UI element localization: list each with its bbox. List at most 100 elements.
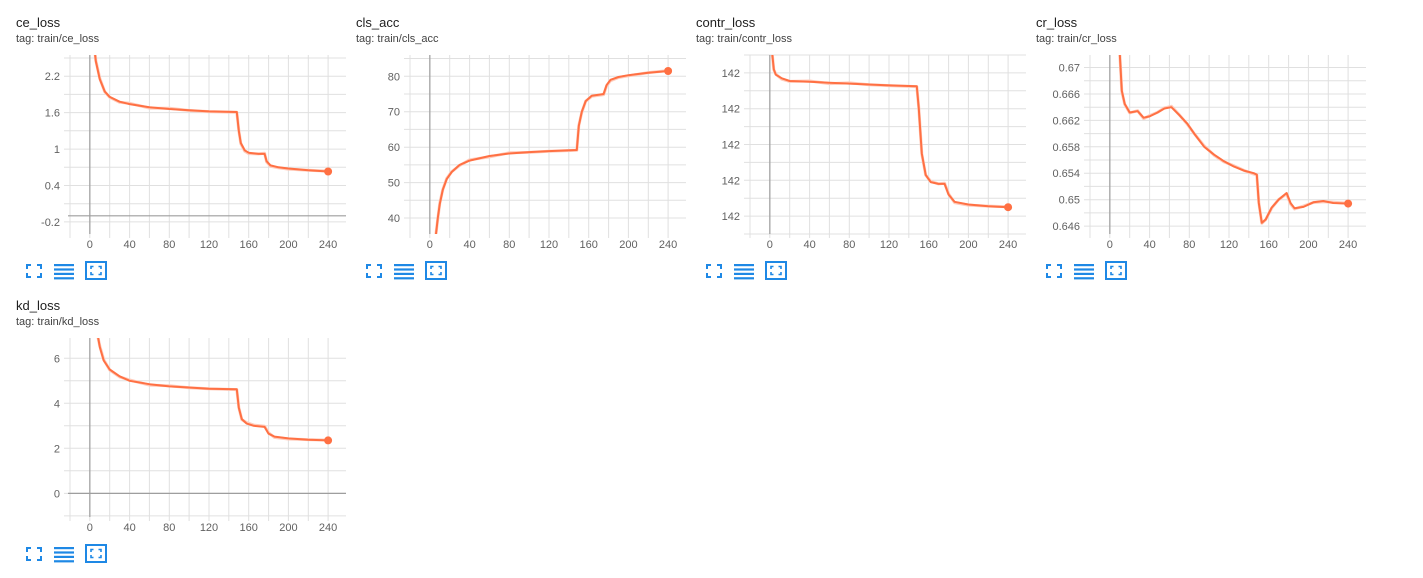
chart-title: contr_loss xyxy=(696,15,756,30)
line-chart-ce-loss[interactable]: 0 40 80 120 160 200 240 -0.2 0.4 1 1.6 2.2 xyxy=(16,49,351,263)
series-end-point xyxy=(1004,203,1013,212)
x-tick-label: 160 xyxy=(240,239,258,251)
y-tick-label: 142 xyxy=(722,140,740,152)
chart-title: cr_loss xyxy=(1036,15,1078,30)
x-tick-label: 120 xyxy=(1220,239,1238,251)
x-tick-label: 120 xyxy=(880,239,898,251)
toggle-y-log-icon xyxy=(54,547,74,563)
chart-title: ce_loss xyxy=(16,15,61,30)
fit-domain-button[interactable] xyxy=(85,544,107,564)
series-line xyxy=(94,55,330,173)
toggle-y-log-button[interactable] xyxy=(393,261,415,281)
x-tick-label: 40 xyxy=(123,239,135,251)
chart-card-cls-acc: cls_acc tag: train/cls_acc 0 40 80 120 160 20… xyxy=(356,15,691,295)
y-tick-label: -0.2 xyxy=(41,217,60,229)
chart-tag: tag: train/kd_loss xyxy=(16,316,100,328)
fit-domain-button[interactable] xyxy=(765,261,787,281)
toggle-y-log-button[interactable] xyxy=(1073,261,1095,281)
y-tick-label: 0.67 xyxy=(1059,63,1080,75)
x-tick-label: 0 xyxy=(767,239,773,251)
fullscreen-button[interactable] xyxy=(703,261,725,281)
y-tick-label: 1 xyxy=(54,144,60,156)
line-chart-kd-loss[interactable]: 0 40 80 120 160 200 240 0 2 4 6 xyxy=(16,332,351,546)
line-chart-contr-loss[interactable]: 0 40 80 120 160 200 240 142 142 142 142 142 xyxy=(696,49,1031,263)
y-tick-label: 0.654 xyxy=(1052,168,1080,180)
series-line-raw xyxy=(93,55,329,173)
x-tick-label: 80 xyxy=(163,239,175,251)
fit-domain-icon xyxy=(765,261,787,280)
y-tick-label: 142 xyxy=(722,175,740,187)
y-tick-label: 6 xyxy=(54,353,60,365)
x-tick-label: 240 xyxy=(1339,239,1357,251)
chart-card-contr-loss: contr_loss tag: train/contr_loss 0 40 80 12… xyxy=(696,15,1031,295)
fullscreen-icon xyxy=(1046,264,1062,278)
series-line-raw xyxy=(434,69,669,234)
chart-tag: tag: train/ce_loss xyxy=(16,33,100,45)
y-tick-label: 0 xyxy=(54,488,60,500)
x-tick-label: 40 xyxy=(1143,239,1155,251)
y-tick-label: 0.646 xyxy=(1052,221,1080,233)
fit-domain-button[interactable] xyxy=(1105,261,1127,281)
x-tick-label: 0 xyxy=(427,239,433,251)
series-end-point xyxy=(324,167,333,176)
x-tick-label: 200 xyxy=(1299,239,1317,251)
chart-card-kd-loss: kd_loss tag: train/kd_loss 0 40 80 120 160 20… xyxy=(16,298,351,578)
toggle-y-log-icon xyxy=(1074,264,1094,280)
fit-domain-icon xyxy=(1105,261,1127,280)
y-tick-label: 142 xyxy=(722,211,740,223)
y-tick-label: 60 xyxy=(388,142,400,154)
line-chart-cls-acc[interactable]: 0 40 80 120 160 200 240 40 50 60 70 80 xyxy=(356,49,691,263)
y-tick-label: 2.2 xyxy=(45,71,60,83)
series-end-point xyxy=(664,67,673,75)
fit-domain-button[interactable] xyxy=(85,261,107,281)
x-tick-label: 120 xyxy=(540,239,558,251)
chart-card-cr-loss: cr_loss tag: train/cr_loss 0 40 80 120 160 20… xyxy=(1036,15,1371,295)
series-line xyxy=(1118,55,1350,224)
x-tick-label: 0 xyxy=(87,522,93,534)
x-tick-label: 0 xyxy=(87,239,93,251)
fit-domain-icon xyxy=(85,544,107,563)
chart-card-ce-loss: ce_loss tag: train/ce_loss 0 40 80 120 160 20… xyxy=(16,15,351,295)
x-tick-label: 40 xyxy=(123,522,135,534)
x-tick-label: 120 xyxy=(200,239,218,251)
toggle-y-log-button[interactable] xyxy=(733,261,755,281)
toggle-y-log-icon xyxy=(394,264,414,280)
fullscreen-icon xyxy=(706,264,722,278)
x-tick-label: 200 xyxy=(959,239,977,251)
y-tick-label: 0.4 xyxy=(45,181,60,193)
chart-title: kd_loss xyxy=(16,298,61,313)
chart-title: cls_acc xyxy=(356,15,400,30)
fit-domain-button[interactable] xyxy=(425,261,447,281)
fullscreen-button[interactable] xyxy=(363,261,385,281)
fullscreen-button[interactable] xyxy=(23,544,45,564)
x-tick-label: 160 xyxy=(580,239,598,251)
series-line xyxy=(771,55,1010,209)
y-tick-label: 0.65 xyxy=(1059,195,1080,207)
x-tick-label: 80 xyxy=(503,239,515,251)
series-line-raw xyxy=(1118,55,1349,225)
y-tick-label: 0.666 xyxy=(1052,89,1080,101)
fit-domain-icon xyxy=(425,261,447,280)
x-tick-label: 240 xyxy=(319,239,337,251)
fullscreen-icon xyxy=(26,547,42,561)
fullscreen-button[interactable] xyxy=(1043,261,1065,281)
toggle-y-log-icon xyxy=(54,264,74,280)
x-tick-label: 200 xyxy=(279,522,297,534)
x-tick-label: 160 xyxy=(1260,239,1278,251)
series-end-point xyxy=(1344,199,1353,208)
toggle-y-log-button[interactable] xyxy=(53,544,75,564)
y-tick-label: 50 xyxy=(388,178,400,190)
series-line xyxy=(97,338,330,442)
toggle-y-log-button[interactable] xyxy=(53,261,75,281)
y-tick-label: 40 xyxy=(388,213,400,225)
series-end-point xyxy=(324,436,333,445)
y-tick-label: 142 xyxy=(722,104,740,116)
y-tick-label: 1.6 xyxy=(45,108,60,120)
toggle-y-log-icon xyxy=(734,264,754,280)
fullscreen-icon xyxy=(26,264,42,278)
chart-tag: tag: train/cls_acc xyxy=(356,33,439,45)
line-chart-cr-loss[interactable]: 0 40 80 120 160 200 240 0.646 0.65 0.654 0.658 0.66… xyxy=(1036,49,1371,263)
x-tick-label: 80 xyxy=(1183,239,1195,251)
fullscreen-button[interactable] xyxy=(23,261,45,281)
fullscreen-icon xyxy=(366,264,382,278)
